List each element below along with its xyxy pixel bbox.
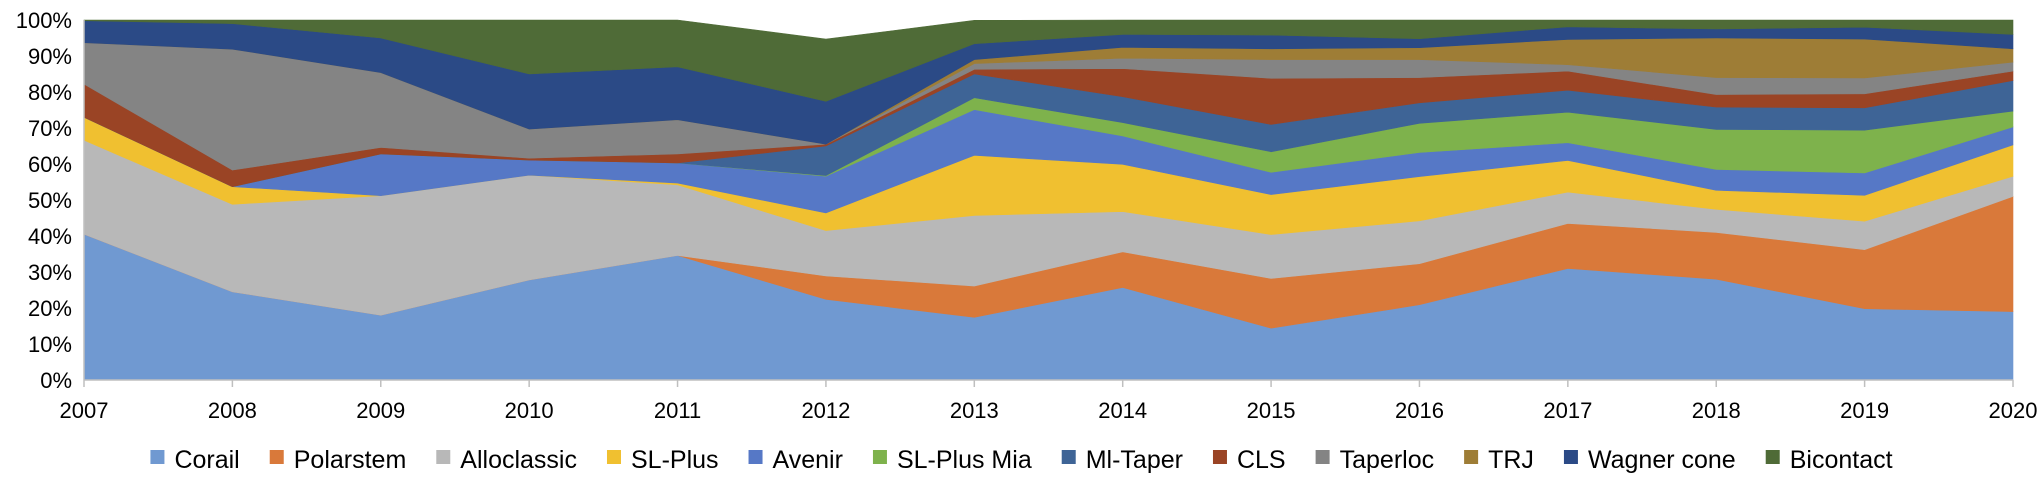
legend-swatch (269, 450, 284, 464)
y-tick-label: 40% (28, 224, 72, 249)
y-tick-label: 50% (28, 188, 72, 213)
x-tick-label: 2008 (208, 398, 257, 423)
legend-item: SL-Plus (606, 446, 719, 474)
legend-item: SL-Plus Mia (872, 446, 1032, 474)
y-tick-label: 100% (16, 8, 72, 33)
y-tick-label: 30% (28, 260, 72, 285)
legend-swatch (748, 450, 763, 464)
legend-swatch (1765, 450, 1780, 464)
legend-label: SL-Plus Mia (897, 446, 1032, 474)
x-tick-label: 2014 (1098, 398, 1147, 423)
x-tick-label: 2012 (801, 398, 850, 423)
y-tick-label: 60% (28, 152, 72, 177)
legend-item: Wagner cone (1563, 446, 1736, 474)
legend-swatch (1061, 450, 1076, 464)
legend-label: Corail (174, 446, 239, 474)
y-tick-label: 80% (28, 80, 72, 105)
x-tick-label: 2018 (1692, 398, 1741, 423)
y-tick-label: 20% (28, 296, 72, 321)
legend-item: Polarstem (269, 446, 407, 474)
x-tick-label: 2017 (1543, 398, 1592, 423)
legend-label: Ml-Taper (1086, 446, 1183, 474)
legend-item: TRJ (1464, 446, 1534, 474)
x-tick-label: 2011 (654, 398, 701, 423)
legend-swatch (1315, 450, 1330, 464)
x-tick-label: 2009 (356, 398, 405, 423)
x-tick-label: 2020 (1989, 398, 2038, 423)
legend-swatch (1464, 450, 1479, 464)
legend-item: Corail (150, 446, 240, 474)
legend-item: Bicontact (1765, 446, 1893, 474)
x-tick-label: 2013 (950, 398, 999, 423)
y-tick-label: 10% (28, 332, 72, 357)
legend-swatch (436, 450, 451, 464)
legend-swatch (150, 450, 165, 464)
legend-label: Taperloc (1340, 446, 1435, 474)
legend-label: CLS (1237, 446, 1286, 474)
y-tick-label: 0% (40, 368, 72, 393)
x-tick-label: 2016 (1395, 398, 1444, 423)
legend-label: Avenir (773, 446, 843, 474)
legend-swatch (1563, 450, 1578, 464)
legend-label: Bicontact (1790, 446, 1893, 474)
x-tick-label: 2010 (505, 398, 554, 423)
axes: 0% 10% 20% 30% 40% 50% 60% 70% 80% 90% 100% 2007 200… (16, 8, 2038, 423)
legend-label: Polarstem (294, 446, 407, 474)
y-tick-label: 90% (28, 44, 72, 69)
legend-swatch (872, 450, 887, 464)
legend-label: Alloclassic (460, 446, 577, 474)
y-tick-label: 70% (28, 116, 72, 141)
x-tick-label: 2015 (1247, 398, 1296, 423)
legend-swatch (606, 450, 621, 464)
x-tick-label: 2007 (60, 398, 109, 423)
legend-item: CLS (1212, 446, 1286, 474)
legend-item: Alloclassic (436, 446, 577, 474)
plot-areas (83, 19, 2014, 381)
legend-label: TRJ (1488, 446, 1534, 474)
area-bicontact (83, 19, 2014, 102)
legend-item: Avenir (748, 446, 843, 474)
legend: Corail Polarstem Alloclassic SL-Plus Avenir S… (150, 446, 1893, 474)
legend-item: Ml-Taper (1061, 446, 1183, 474)
legend-item: Taperloc (1315, 446, 1435, 474)
legend-label: Wagner cone (1588, 446, 1736, 474)
x-tick-label: 2019 (1840, 398, 1889, 423)
legend-label: SL-Plus (631, 446, 719, 474)
legend-swatch (1212, 450, 1227, 464)
